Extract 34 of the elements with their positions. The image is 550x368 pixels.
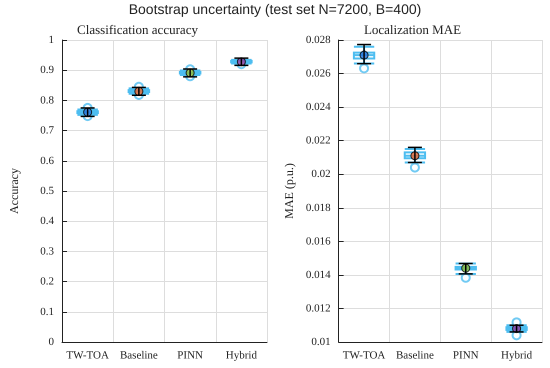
y-tick-label: 0.012: [306, 302, 331, 314]
y-tick-label: 0.022: [306, 134, 331, 147]
x-tick-label: Hybrid: [226, 350, 258, 362]
y-tick-label: 0.018: [306, 202, 332, 214]
x-tick-label: TW-TOA: [66, 350, 109, 362]
y-tick-label: 0.4: [40, 215, 54, 228]
y-tick-label: 0.3: [40, 245, 54, 258]
chart-title: Localization MAE: [364, 22, 462, 37]
y-tick-label: 0.8: [40, 94, 54, 106]
text: Bootstrap uncertainty (test set N=7200, B=400): [128, 1, 422, 17]
y-tick-label: 0.026: [306, 68, 332, 80]
x-tick-label: Baseline: [396, 350, 434, 362]
y-tick-label: 0.02: [311, 168, 331, 180]
y-axis-title: Accuracy: [7, 168, 21, 214]
y-axis-title: MAE (p.u.): [282, 163, 296, 219]
x-tick-label: PINN: [177, 350, 204, 362]
y-tick-label: 0.5: [40, 185, 54, 197]
y-tick-label: 0.7: [40, 124, 54, 137]
y-tick-label: 0.2: [40, 276, 54, 288]
x-tick-label: Baseline: [120, 350, 158, 362]
y-tick-label: 0.014: [306, 268, 332, 281]
chart-title: Classification accuracy: [77, 22, 198, 37]
y-tick-label: 0.016: [306, 235, 332, 248]
y-tick-label: 0: [48, 336, 54, 348]
x-tick-label: Hybrid: [500, 350, 533, 362]
y-tick-label: 0.9: [40, 64, 54, 76]
x-tick-label: TW-TOA: [342, 350, 386, 362]
x-tick-label: PINN: [452, 350, 479, 362]
y-tick-label: 1: [48, 34, 54, 46]
y-tick-label: 0.01: [311, 336, 331, 348]
y-tick-label: 0.028: [306, 34, 332, 46]
y-tick-label: 0.1: [40, 306, 54, 318]
y-tick-label: 0.6: [40, 154, 54, 167]
y-tick-label: 0.024: [306, 101, 332, 114]
